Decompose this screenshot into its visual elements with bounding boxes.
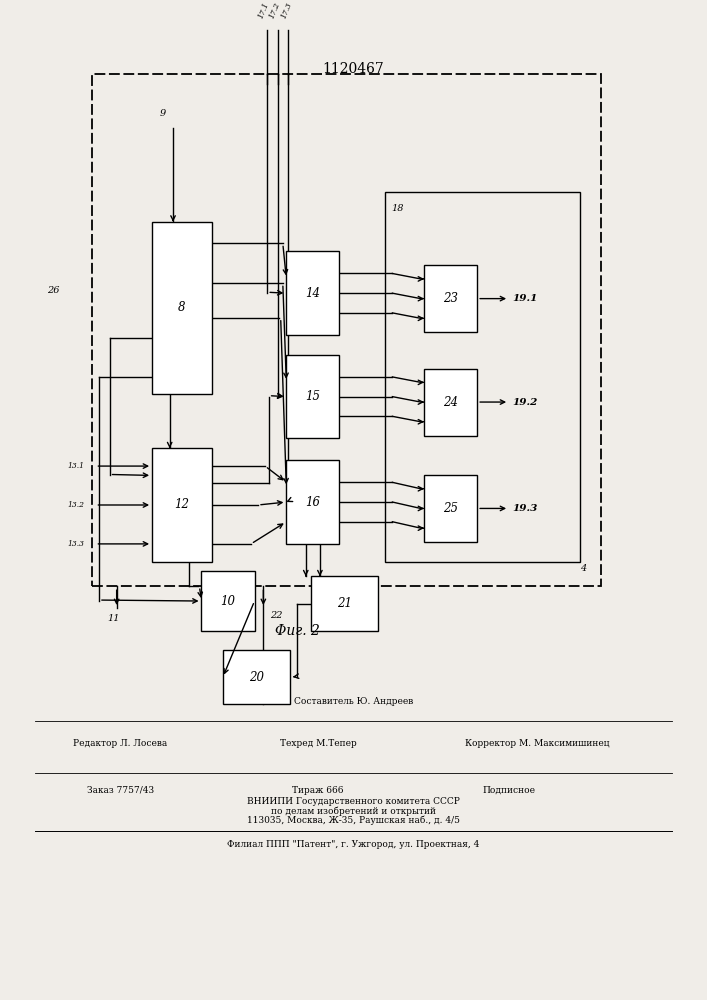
Text: 10: 10 [221,595,235,608]
Text: Редактор Л. Лосева: Редактор Л. Лосева [73,739,168,748]
Text: 4: 4 [580,564,586,573]
Text: Корректор М. Максимишинец: Корректор М. Максимишинец [465,739,609,748]
FancyBboxPatch shape [286,355,339,438]
Text: 20: 20 [249,671,264,684]
Text: 19.3: 19.3 [513,504,538,513]
FancyBboxPatch shape [152,448,212,562]
Text: 17.1: 17.1 [257,1,271,20]
Text: Филиал ППП "Патент", г. Ужгород, ул. Проектная, 4: Филиал ППП "Патент", г. Ужгород, ул. Про… [228,840,479,849]
Text: по делам изобретений и открытий: по делам изобретений и открытий [271,806,436,816]
FancyBboxPatch shape [201,571,255,631]
Text: 24: 24 [443,396,458,409]
FancyBboxPatch shape [223,650,290,704]
Text: Техред М.Тепер: Техред М.Тепер [280,739,356,748]
FancyBboxPatch shape [424,475,477,542]
Text: 113035, Москва, Ж-35, Раушская наб., д. 4/5: 113035, Москва, Ж-35, Раушская наб., д. … [247,816,460,825]
FancyBboxPatch shape [286,460,339,544]
Text: 19.2: 19.2 [513,398,538,407]
Text: 17.2: 17.2 [268,1,282,20]
Text: 25: 25 [443,502,458,515]
Text: 16: 16 [305,496,320,509]
Text: 22: 22 [270,611,283,620]
Text: Φиг. 2: Φиг. 2 [274,624,320,638]
Text: 11: 11 [107,614,119,623]
Text: 13.2: 13.2 [68,501,85,509]
Text: 21: 21 [337,597,352,610]
Text: 18: 18 [391,204,404,213]
FancyBboxPatch shape [152,222,212,394]
FancyBboxPatch shape [424,265,477,332]
Text: Подписное: Подписное [483,786,535,795]
FancyBboxPatch shape [286,251,339,335]
Text: 14: 14 [305,287,320,300]
Text: ВНИИПИ Государственного комитета СССР: ВНИИПИ Государственного комитета СССР [247,797,460,806]
FancyBboxPatch shape [311,576,378,631]
Text: Составитель Ю. Андреев: Составитель Ю. Андреев [294,697,413,706]
Text: Заказ 7757/43: Заказ 7757/43 [87,786,153,795]
Text: 1120467: 1120467 [322,62,385,76]
Text: Тираж 666: Тираж 666 [293,786,344,795]
Text: 13.1: 13.1 [68,462,85,470]
Text: 9: 9 [160,109,166,118]
Text: 23: 23 [443,292,458,305]
Text: 12: 12 [175,498,189,511]
Text: 13.3: 13.3 [68,540,85,548]
Text: 15: 15 [305,390,320,403]
Text: 19.1: 19.1 [513,294,538,303]
Text: 8: 8 [178,301,186,314]
Text: 17.3: 17.3 [279,1,293,20]
Text: 26: 26 [47,286,59,295]
FancyBboxPatch shape [424,369,477,436]
